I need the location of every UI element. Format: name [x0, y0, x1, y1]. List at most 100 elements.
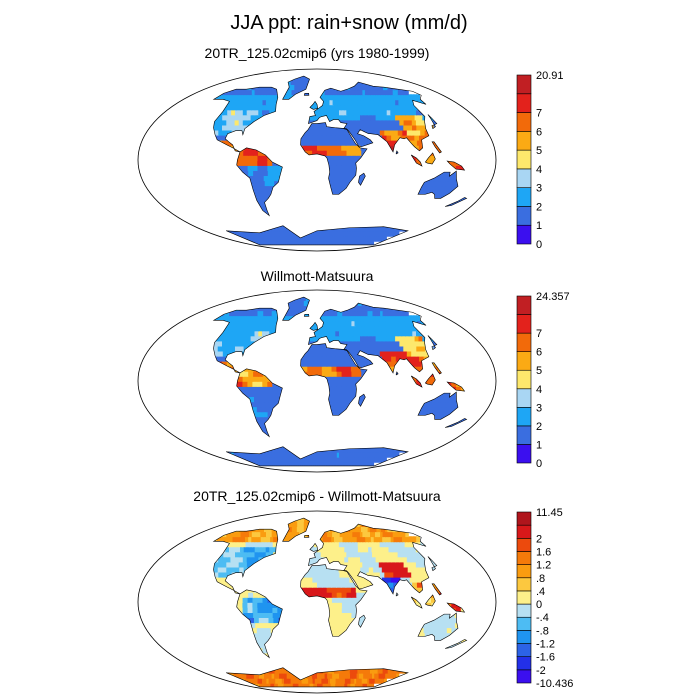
grid-cell	[254, 94, 259, 101]
grid-cell	[354, 456, 358, 463]
grid-cell	[257, 235, 261, 242]
grid-cell	[320, 330, 326, 337]
grid-cell	[320, 240, 324, 245]
grid-cell	[341, 461, 344, 466]
grid-cell	[370, 119, 376, 126]
grid-cell	[309, 114, 314, 121]
grid-cell	[228, 320, 233, 327]
grid-cell	[438, 396, 444, 403]
grid-cell	[380, 89, 384, 96]
grid-cell	[356, 114, 361, 121]
grid-cell	[289, 451, 293, 458]
grid-cell	[238, 315, 243, 322]
grid-cell	[353, 330, 359, 337]
grid-cell	[389, 99, 394, 106]
grid-cell	[331, 175, 338, 182]
grid-cell	[390, 124, 396, 131]
grid-cell	[351, 94, 355, 101]
grid-cell	[265, 431, 270, 438]
grid-cell	[335, 330, 340, 337]
grid-cell	[360, 320, 365, 327]
grid-cell	[356, 235, 359, 242]
grid-cell	[350, 240, 353, 245]
grid-cell	[343, 350, 350, 357]
grid-cell	[340, 134, 346, 141]
grid-cell	[299, 84, 303, 91]
grid-cell	[266, 451, 270, 458]
grid-cell	[395, 320, 400, 327]
grid-cell	[333, 240, 337, 245]
grid-cell	[222, 124, 228, 131]
grid-cell	[261, 451, 265, 458]
grid-cell	[320, 104, 325, 111]
grid-cell	[273, 94, 277, 101]
grid-cell	[236, 104, 241, 111]
grid-cell	[405, 89, 409, 96]
grid-cell	[285, 310, 290, 317]
grid-cell	[386, 124, 392, 131]
grid-cell	[237, 89, 242, 96]
grid-cell	[376, 451, 380, 458]
grid-cell	[336, 315, 341, 322]
grid-cell	[314, 230, 318, 237]
grid-cell	[336, 396, 342, 403]
grid-cell	[329, 230, 333, 237]
grid-cell	[290, 79, 294, 85]
grid-cell	[352, 89, 356, 96]
grid-cell	[391, 355, 397, 362]
grid-cell	[317, 456, 320, 463]
grid-cell	[346, 386, 353, 392]
grid-cell	[426, 375, 432, 382]
grid-cell	[364, 139, 371, 146]
grid-cell	[386, 109, 392, 116]
grid-cell	[337, 104, 342, 111]
grid-cell	[300, 76, 303, 80]
grid-cell	[370, 310, 374, 317]
grid-cell	[325, 345, 331, 352]
grid-cell	[390, 109, 395, 116]
grid-cell	[235, 94, 240, 101]
grid-cell	[365, 305, 369, 312]
grid-cell	[274, 89, 278, 96]
grid-cell	[361, 330, 366, 337]
grid-cell	[288, 315, 293, 322]
grid-cell	[328, 335, 334, 342]
grid-cell	[387, 119, 393, 126]
grid-cell	[252, 320, 257, 327]
grid-cell	[348, 240, 352, 245]
grid-cell	[351, 345, 357, 352]
grid-cell	[378, 104, 383, 111]
grid-cell	[266, 315, 271, 322]
grid-cell	[322, 451, 326, 458]
grid-cell	[347, 230, 351, 237]
grid-cell	[363, 235, 367, 242]
grid-cell	[246, 114, 252, 121]
grid-cell	[337, 325, 342, 332]
grid-cell	[262, 205, 267, 212]
grid-cell	[371, 114, 377, 121]
grid-cell	[368, 240, 371, 245]
grid-cell	[368, 94, 372, 101]
grid-cell	[401, 109, 406, 116]
grid-cell	[319, 230, 323, 237]
colorbar-tick-label: 2	[536, 201, 542, 213]
grid-cell	[262, 330, 267, 337]
grid-cell	[435, 401, 442, 408]
grid-cell	[428, 185, 434, 192]
grid-cell	[298, 240, 301, 245]
grid-cell	[324, 89, 329, 96]
grid-cell	[376, 99, 381, 106]
grid-cell	[432, 406, 439, 413]
grid-cell	[336, 240, 340, 245]
grid-cell	[373, 94, 378, 101]
grid-cell	[269, 325, 274, 332]
grid-cell	[243, 230, 247, 237]
grid-cell	[321, 144, 328, 151]
grid-cell	[399, 94, 403, 101]
grid-cell	[374, 230, 378, 237]
grid-cell	[232, 310, 236, 317]
grid-cell	[285, 240, 288, 245]
grid-cell	[309, 230, 313, 237]
grid-cell	[367, 84, 371, 91]
grid-cell	[277, 461, 281, 466]
